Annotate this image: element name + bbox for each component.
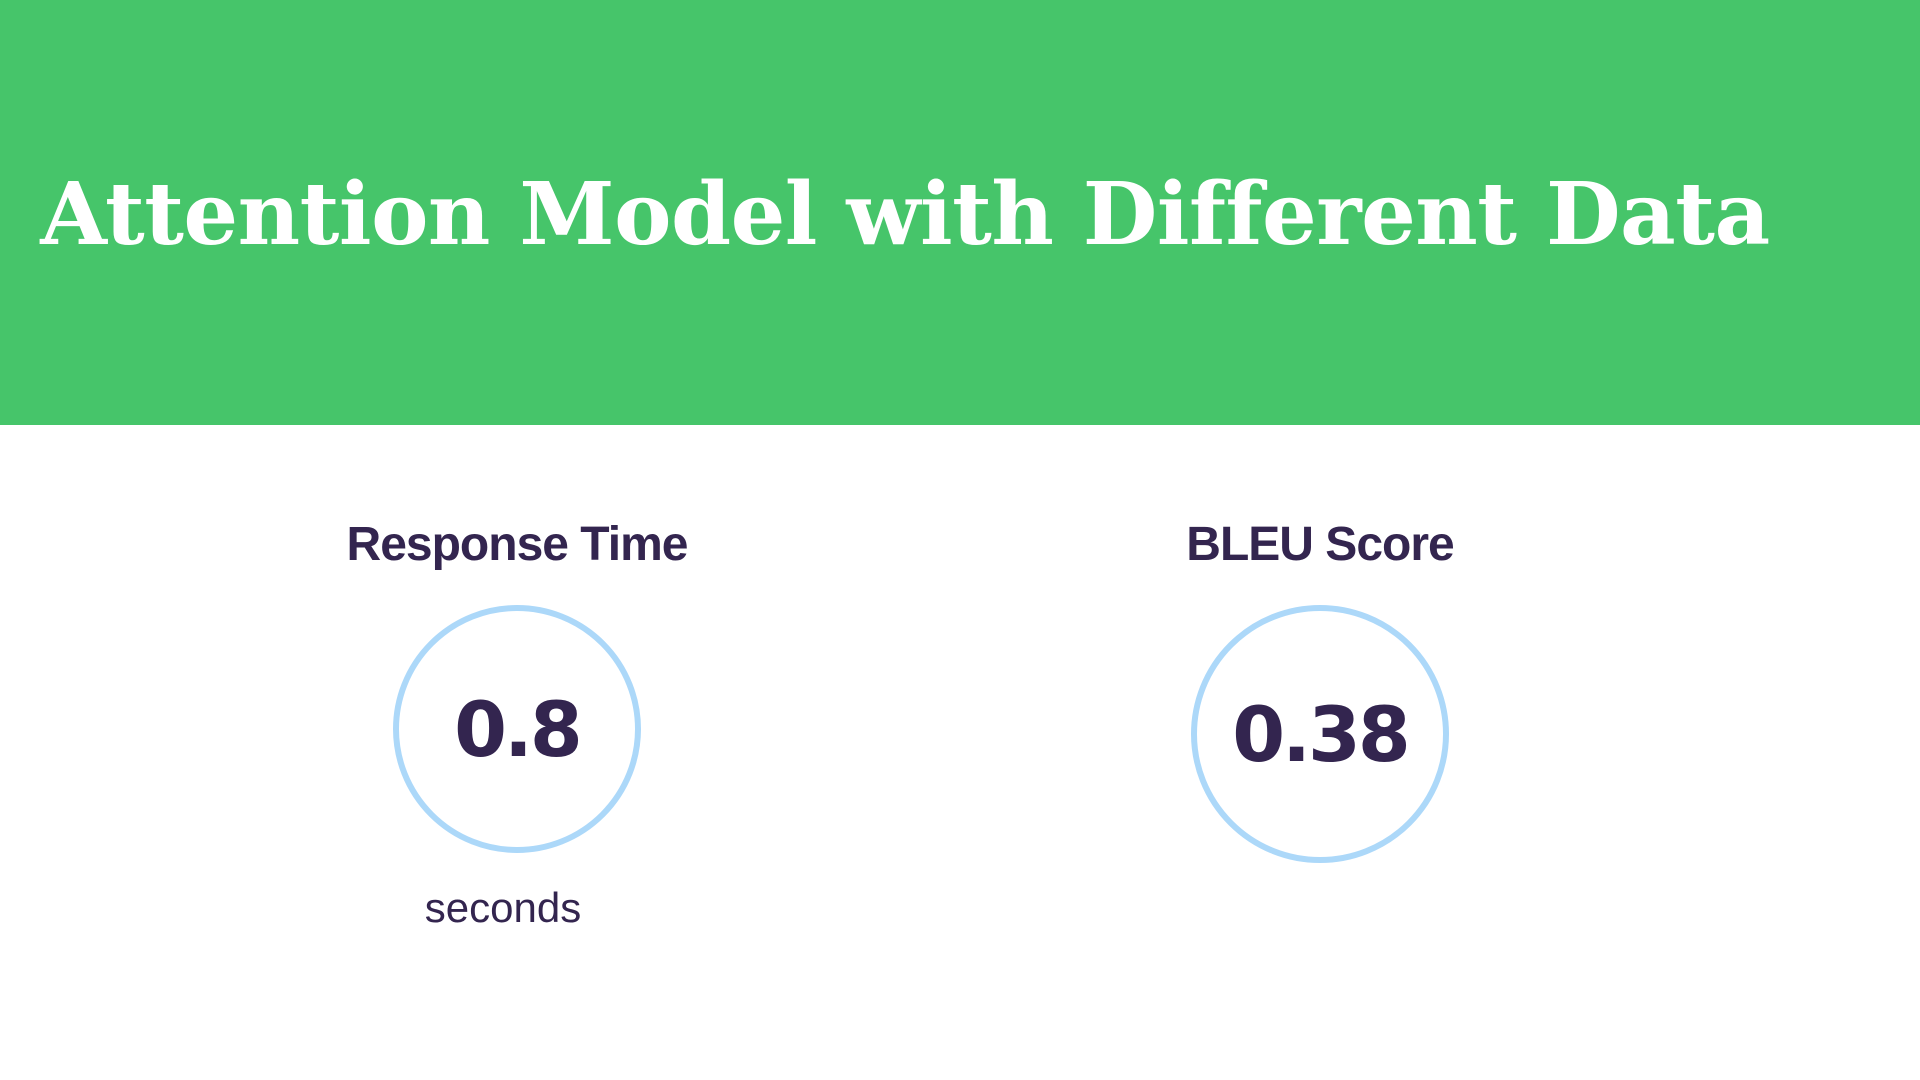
slide-title: Attention Model with Different Data bbox=[40, 164, 1770, 265]
metric-label: Response Time bbox=[346, 518, 689, 571]
metric-bleu-score: BLEU Score 0.38 bbox=[1020, 510, 1620, 863]
metric-unit: seconds bbox=[424, 884, 582, 931]
title-banner: Attention Model with Different Data bbox=[0, 0, 1920, 425]
metric-response-time: Response Time 0.8 seconds bbox=[217, 510, 817, 933]
metric-value-circle: 0.8 bbox=[393, 605, 641, 853]
metric-value-circle: 0.38 bbox=[1191, 605, 1449, 863]
metric-value: 0.8 bbox=[454, 684, 583, 774]
metric-label: BLEU Score bbox=[1186, 518, 1454, 571]
metric-value: 0.38 bbox=[1232, 689, 1411, 779]
